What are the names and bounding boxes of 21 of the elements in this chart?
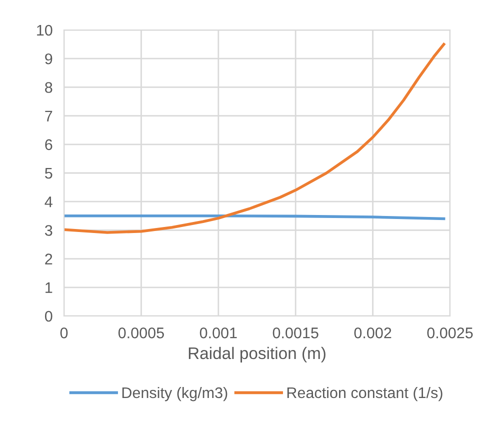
x-axis-title: Raidal position (m)	[188, 346, 326, 362]
x-tick-label: 0.0005	[118, 328, 164, 338]
x-tick-label: 0.0015	[272, 328, 318, 338]
y-tick-label: 8	[45, 82, 52, 93]
legend-label: Reaction constant (1/s)	[287, 386, 442, 402]
y-tick-label: 2	[45, 254, 52, 264]
y-tick-label: 6	[45, 139, 52, 150]
y-tick-label: 4	[44, 196, 52, 208]
y-tick-label: 3	[44, 225, 52, 236]
y-tick-label: 9	[45, 53, 52, 64]
legend-label: Density (kg/m3)	[122, 386, 228, 402]
y-tick-label: 5	[45, 168, 52, 179]
y-tick-label: 10	[37, 24, 52, 36]
y-tick-label: 0	[44, 310, 52, 322]
x-tick-label: 0.002	[354, 328, 392, 338]
x-tick-label: 0.0025	[427, 328, 473, 338]
line-series	[64, 42, 446, 234]
x-tick-label: 0	[60, 328, 68, 338]
y-tick-label: 7	[45, 110, 52, 122]
x-tick-label: 0.001	[200, 328, 237, 338]
y-tick-label: 1	[46, 282, 52, 293]
